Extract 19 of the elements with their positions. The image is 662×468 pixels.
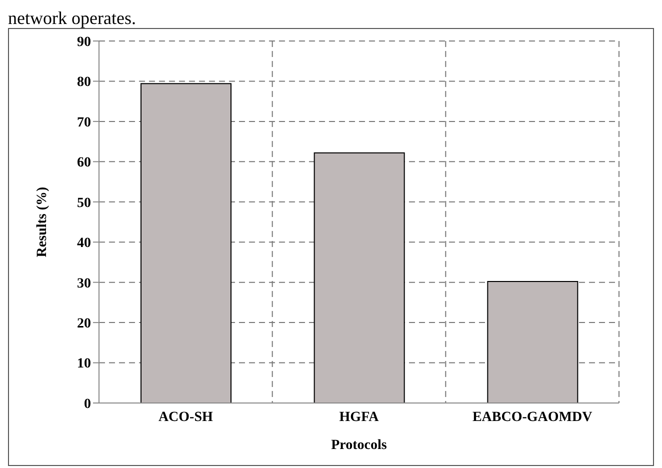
y-tick-label: 50 [77, 196, 91, 211]
y-tick-label: 80 [77, 75, 91, 90]
y-axis-title: Results (%) [34, 186, 50, 258]
bar [140, 83, 232, 403]
y-tick-label: 60 [77, 156, 91, 171]
y-tick-label: 30 [77, 276, 91, 292]
y-tick-label: 90 [77, 34, 91, 50]
y-tick-label: 70 [77, 115, 91, 130]
x-tick-label: ACO-SH [158, 410, 213, 425]
y-tick-label: 40 [77, 236, 91, 252]
x-axis-title: Protocols [331, 438, 388, 453]
y-tick-label: 0 [84, 396, 91, 412]
text: network operates. [8, 8, 137, 28]
bar [314, 152, 405, 403]
x-tick-label: HGFA [339, 410, 380, 425]
y-tick-label: 10 [77, 356, 91, 372]
x-tick-label: EABCO-GAOMDV [472, 410, 592, 425]
y-tick-label: 20 [77, 316, 91, 332]
bar [487, 281, 578, 403]
